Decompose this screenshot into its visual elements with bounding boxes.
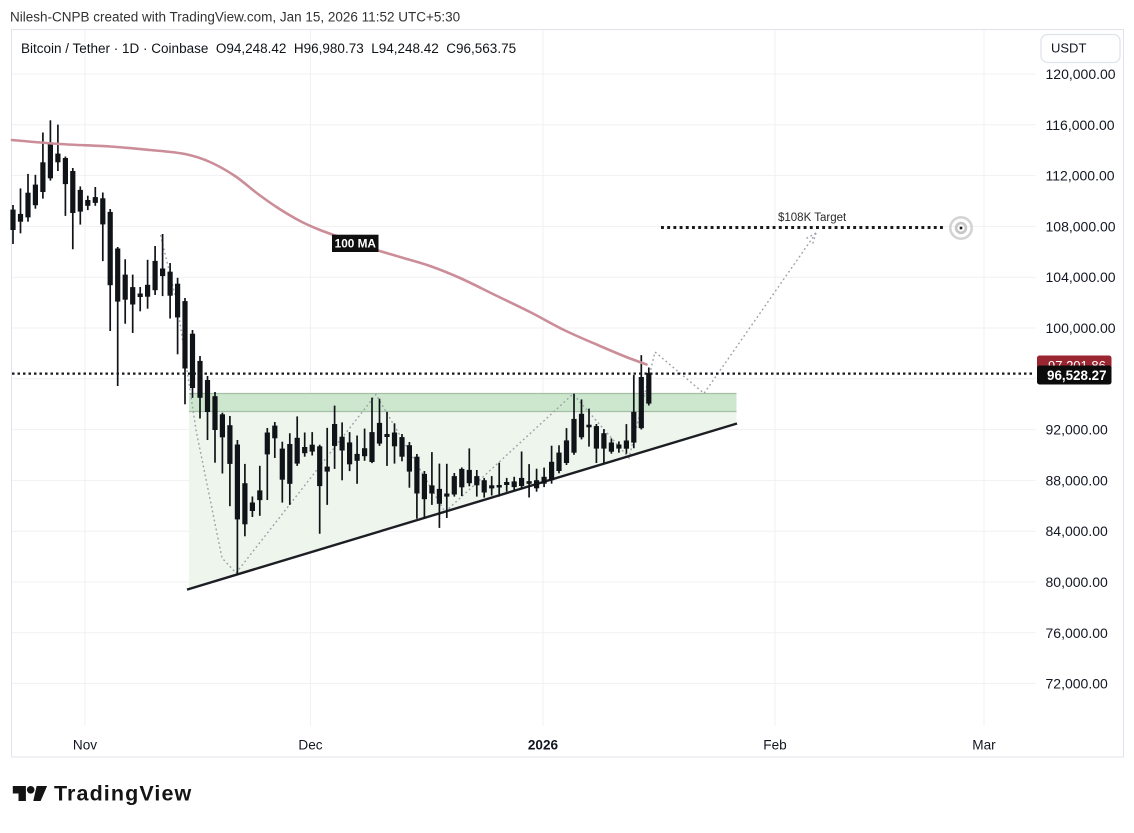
svg-text:100,000.00: 100,000.00 [1046,320,1116,336]
svg-text:Feb: Feb [763,738,786,753]
svg-text:92,000.00: 92,000.00 [1046,422,1108,438]
svg-text:76,000.00: 76,000.00 [1046,625,1108,641]
svg-text:Bitcoin / Tether · 1D · Coinba: Bitcoin / Tether · 1D · Coinbase O94,248… [21,41,516,56]
svg-text:USDT: USDT [1051,41,1086,56]
svg-text:108,000.00: 108,000.00 [1046,218,1116,234]
svg-text:88,000.00: 88,000.00 [1046,472,1108,488]
svg-text:Mar: Mar [972,738,996,753]
svg-text:120,000.00: 120,000.00 [1046,66,1116,82]
svg-text:Nov: Nov [73,738,97,753]
svg-text:2026: 2026 [528,738,559,753]
svg-text:Nilesh-CNPB created with Tradi: Nilesh-CNPB created with TradingView.com… [10,10,460,25]
svg-text:TradingView: TradingView [54,782,192,806]
svg-text:112,000.00: 112,000.00 [1046,168,1115,184]
svg-text:84,000.00: 84,000.00 [1046,523,1108,539]
svg-text:104,000.00: 104,000.00 [1046,269,1116,285]
svg-text:116,000.00: 116,000.00 [1046,117,1115,133]
svg-text:80,000.00: 80,000.00 [1046,574,1108,590]
svg-text:72,000.00: 72,000.00 [1046,676,1108,692]
svg-text:100 MA: 100 MA [335,236,377,250]
svg-text:$108K Target: $108K Target [778,212,847,224]
svg-text:96,528.27: 96,528.27 [1047,368,1107,383]
svg-text:Dec: Dec [298,738,322,753]
